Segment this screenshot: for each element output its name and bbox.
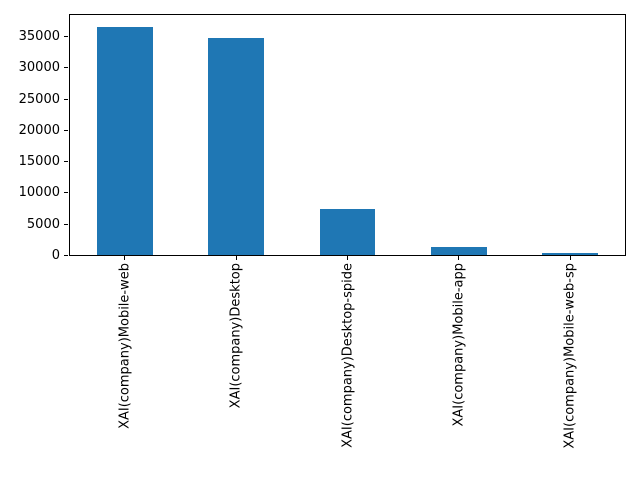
y-tick-label: 15000 <box>18 154 60 170</box>
y-tick-mark <box>64 129 68 131</box>
y-tick-label: 5000 <box>26 216 60 232</box>
x-tick-mark <box>347 256 348 260</box>
y-tick-label: 25000 <box>18 91 60 107</box>
x-tick-label: XAI(company)Desktop <box>228 263 244 409</box>
y-tick-label: 30000 <box>18 60 60 76</box>
y-tick-mark <box>64 36 68 38</box>
y-tick-mark <box>64 161 68 163</box>
x-tick-mark <box>235 256 237 260</box>
y-tick-mark <box>64 192 68 194</box>
plot-area <box>69 14 626 256</box>
bar <box>96 26 153 255</box>
x-tick-mark <box>124 256 126 260</box>
y-tick-mark <box>64 223 68 225</box>
x-tick-label: XAI(company)Mobile-web <box>117 263 133 429</box>
bar <box>431 247 487 255</box>
bar <box>208 38 264 255</box>
x-tick-mark <box>458 256 460 260</box>
y-tick-label: 0 <box>51 248 60 263</box>
x-tick-label: XAI(company)Mobile-app <box>451 263 467 427</box>
y-tick-label: 10000 <box>18 185 60 201</box>
bar <box>319 209 376 255</box>
y-tick-mark <box>64 255 68 256</box>
y-tick-label: 35000 <box>18 29 60 45</box>
x-tick-label: XAI(company)Desktop-spide <box>340 263 355 448</box>
y-tick-mark <box>64 98 68 100</box>
x-tick-label: XAI(company)Mobile-web-sp <box>562 263 578 449</box>
y-tick-mark <box>64 67 68 69</box>
x-tick-mark <box>569 256 571 260</box>
y-tick-label: 20000 <box>18 122 60 138</box>
bar <box>542 252 599 255</box>
